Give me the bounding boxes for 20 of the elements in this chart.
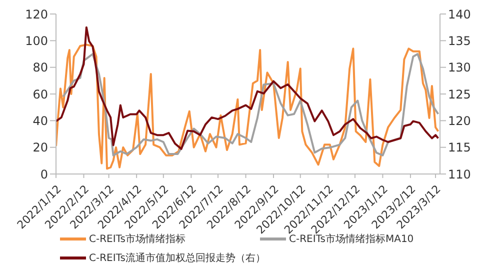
legend-label: C-REITs流通市值加权总回报走势（右） [89,252,266,265]
y2-tick-label: 125 [448,87,471,102]
y2-tick-label: 120 [448,114,471,128]
y2-tick-label: 135 [448,34,471,48]
line-series [62,53,440,156]
y2-tick-label: 130 [448,60,471,75]
y-tick-label: 40 [32,114,48,128]
line-series [56,26,440,150]
legend-label: C-REITs市场情绪指标 [89,232,186,246]
y-tick-label: 100 [25,34,48,48]
y-tick-label: 20 [32,140,48,155]
y-tick-label: 80 [32,60,48,75]
legend-label: C-REITs市场情绪指标MA10 [289,234,414,246]
y-tick-label: 60 [32,87,48,102]
y2-tick-label: 115 [448,140,471,155]
y2-tick-label: 140 [448,7,471,22]
y-tick-label: 0 [40,167,48,182]
y2-tick-label: 110 [448,167,471,182]
y-tick-label: 120 [25,7,48,22]
line-series [56,44,440,170]
